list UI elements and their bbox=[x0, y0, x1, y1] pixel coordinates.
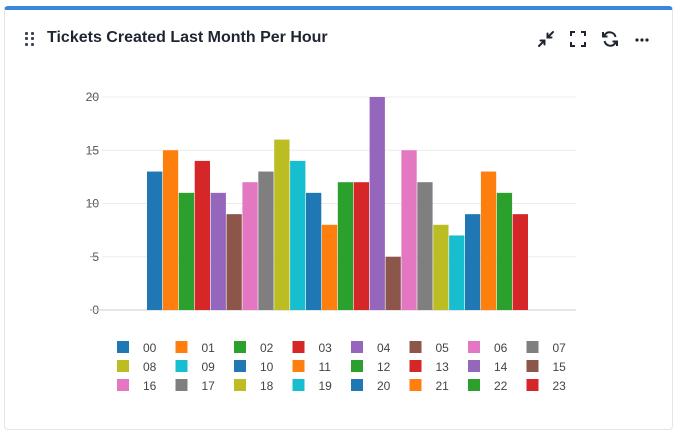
legend-swatch-05 bbox=[409, 341, 422, 353]
legend-label-05: 05 bbox=[436, 341, 450, 355]
legend-label-02: 02 bbox=[260, 341, 274, 355]
legend-label-01: 01 bbox=[202, 341, 216, 355]
bar-11 bbox=[321, 224, 338, 310]
bar-20 bbox=[465, 214, 481, 310]
legend-label-21: 21 bbox=[436, 379, 450, 393]
bar-21 bbox=[480, 171, 497, 310]
bar-16 bbox=[401, 150, 417, 310]
drag-handle-icon[interactable] bbox=[25, 32, 35, 46]
legend-swatch-04 bbox=[351, 341, 363, 353]
bar-10 bbox=[306, 192, 322, 310]
legend-label-08: 08 bbox=[143, 360, 157, 374]
bar-08 bbox=[274, 139, 290, 310]
legend-swatch-18 bbox=[234, 379, 246, 391]
legend-swatch-14 bbox=[468, 360, 480, 372]
legend-swatch-17 bbox=[175, 379, 188, 391]
legend-swatch-19 bbox=[292, 379, 305, 391]
legend-label-14: 14 bbox=[494, 360, 508, 374]
legend-label-16: 16 bbox=[143, 379, 157, 393]
bar-23 bbox=[512, 214, 528, 310]
legend-swatch-13 bbox=[409, 360, 422, 372]
legend-swatch-09 bbox=[175, 360, 188, 372]
legend-label-13: 13 bbox=[436, 360, 450, 374]
legend-label-04: 04 bbox=[377, 341, 391, 355]
bar-05 bbox=[226, 214, 242, 310]
bar-00 bbox=[147, 171, 163, 310]
legend-swatch-06 bbox=[468, 341, 480, 353]
bar-06 bbox=[242, 182, 258, 310]
legend-swatch-15 bbox=[526, 360, 539, 372]
legend-label-17: 17 bbox=[202, 379, 216, 393]
legend-swatch-08 bbox=[117, 360, 129, 372]
fullscreen-icon[interactable] bbox=[568, 28, 588, 50]
bar-17 bbox=[417, 182, 433, 310]
legend-swatch-22 bbox=[468, 379, 480, 391]
legend-swatch-00 bbox=[117, 341, 129, 353]
legend-label-18: 18 bbox=[260, 379, 274, 393]
legend-label-19: 19 bbox=[319, 379, 333, 393]
collapse-icon[interactable] bbox=[536, 28, 556, 50]
bar-13 bbox=[353, 182, 369, 310]
bar-19 bbox=[449, 235, 465, 310]
bar-09 bbox=[290, 160, 306, 310]
legend-label-10: 10 bbox=[260, 360, 274, 374]
legend-label-03: 03 bbox=[319, 341, 333, 355]
legend-swatch-03 bbox=[292, 341, 305, 353]
bar-07 bbox=[258, 171, 274, 310]
legend-label-07: 07 bbox=[553, 341, 567, 355]
legend-label-06: 06 bbox=[494, 341, 508, 355]
legend-label-23: 23 bbox=[553, 379, 567, 393]
refresh-icon[interactable] bbox=[600, 28, 620, 50]
legend-label-15: 15 bbox=[553, 360, 567, 374]
legend-swatch-23 bbox=[526, 379, 539, 391]
legend-label-20: 20 bbox=[377, 379, 391, 393]
legend-swatch-20 bbox=[351, 379, 363, 391]
legend-swatch-11 bbox=[292, 360, 305, 372]
legend-swatch-07 bbox=[526, 341, 539, 353]
legend-swatch-01 bbox=[175, 341, 188, 353]
more-options-icon[interactable] bbox=[632, 28, 652, 50]
bar-15 bbox=[385, 256, 401, 310]
legend-label-22: 22 bbox=[494, 379, 508, 393]
legend-label-11: 11 bbox=[319, 360, 332, 374]
legend-label-00: 00 bbox=[143, 341, 157, 355]
bar-22 bbox=[496, 192, 513, 310]
legend-swatch-16 bbox=[117, 379, 129, 391]
bar-01 bbox=[162, 150, 179, 310]
bar-02 bbox=[178, 192, 195, 310]
legend-swatch-12 bbox=[351, 360, 363, 372]
bar-04 bbox=[210, 192, 226, 310]
legend-swatch-10 bbox=[234, 360, 246, 372]
widget-title: Tickets Created Last Month Per Hour bbox=[47, 29, 328, 46]
bar-03 bbox=[194, 160, 210, 310]
bar-14 bbox=[369, 97, 385, 310]
legend-label-09: 09 bbox=[202, 360, 216, 374]
legend-label-12: 12 bbox=[377, 360, 391, 374]
bar-18 bbox=[433, 224, 449, 310]
legend-swatch-21 bbox=[409, 379, 422, 391]
legend-swatch-02 bbox=[234, 341, 246, 353]
bar-12 bbox=[337, 182, 354, 310]
widget-header: Tickets Created Last Month Per Hour bbox=[5, 10, 672, 66]
widget-actions bbox=[536, 28, 652, 50]
